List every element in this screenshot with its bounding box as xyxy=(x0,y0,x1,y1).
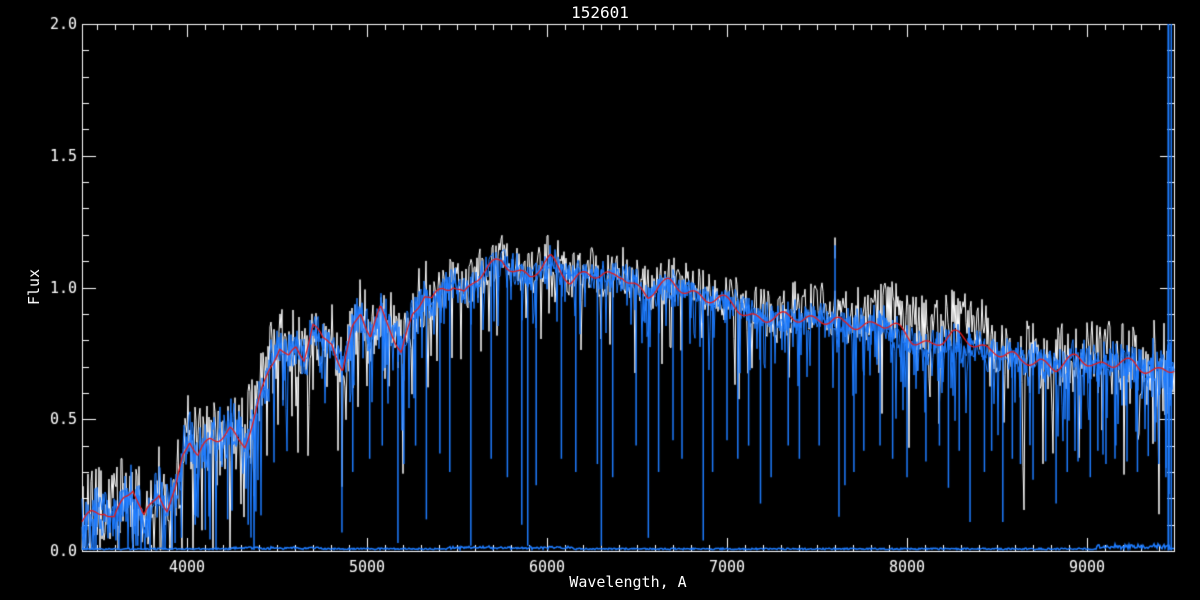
y-axis-label: Flux xyxy=(25,268,43,306)
x-axis-label: Wavelength, A xyxy=(569,573,687,591)
plot-title: 152601 xyxy=(571,3,629,22)
